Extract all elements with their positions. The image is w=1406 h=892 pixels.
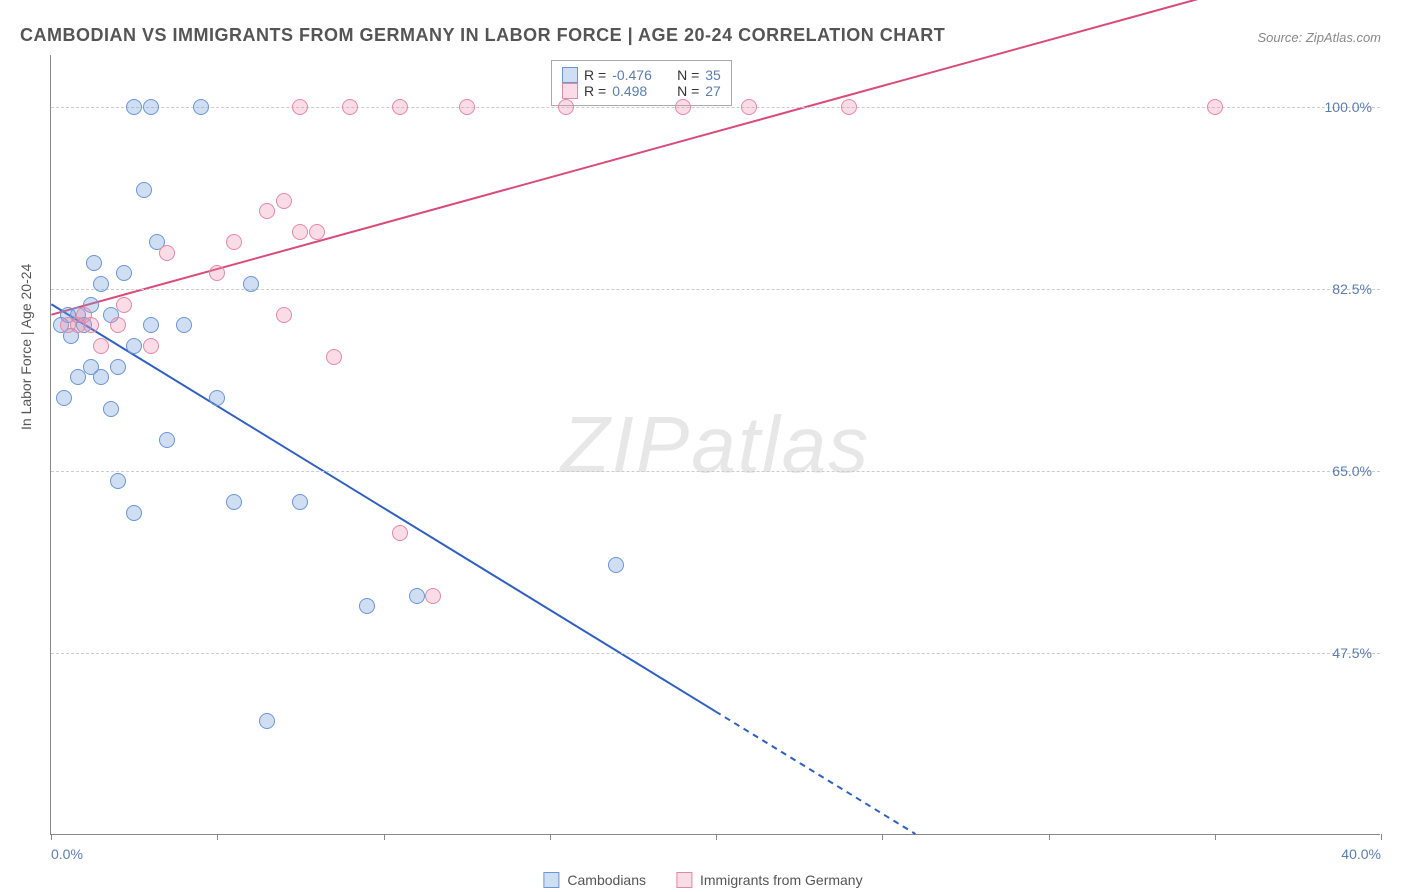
scatter-point: [741, 99, 757, 115]
scatter-point: [209, 265, 225, 281]
scatter-point: [392, 99, 408, 115]
scatter-point: [243, 276, 259, 292]
legend-item: Immigrants from Germany: [676, 872, 863, 888]
gridline-horizontal: [51, 107, 1380, 108]
scatter-point: [259, 713, 275, 729]
chart-container: CAMBODIAN VS IMMIGRANTS FROM GERMANY IN …: [0, 0, 1406, 892]
scatter-point: [70, 369, 86, 385]
x-tick: [384, 834, 385, 840]
scatter-point: [86, 255, 102, 271]
scatter-point: [143, 317, 159, 333]
y-tick-label: 100.0%: [1325, 99, 1372, 115]
trend-line-solid: [51, 304, 715, 711]
scatter-point: [126, 99, 142, 115]
legend-n-label: N =: [673, 83, 699, 99]
x-tick-label: 0.0%: [51, 846, 83, 862]
legend-r-value: 0.498: [612, 83, 667, 99]
scatter-point: [176, 317, 192, 333]
scatter-point: [409, 588, 425, 604]
scatter-point: [292, 224, 308, 240]
scatter-point: [110, 473, 126, 489]
scatter-point: [136, 182, 152, 198]
y-tick-label: 47.5%: [1332, 645, 1372, 661]
scatter-point: [110, 317, 126, 333]
correlation-legend-box: R = -0.476 N = 35 R = 0.498 N = 27: [551, 60, 732, 106]
x-tick: [1381, 834, 1382, 840]
scatter-point: [110, 359, 126, 375]
x-tick: [1049, 834, 1050, 840]
scatter-point: [93, 276, 109, 292]
scatter-point: [359, 598, 375, 614]
gridline-horizontal: [51, 471, 1380, 472]
legend-n-value: 27: [705, 83, 721, 99]
series-legend: Cambodians Immigrants from Germany: [543, 872, 862, 888]
scatter-point: [608, 557, 624, 573]
scatter-point: [342, 99, 358, 115]
legend-swatch: [562, 83, 578, 99]
legend-series-label: Cambodians: [567, 872, 646, 888]
scatter-point: [292, 494, 308, 510]
legend-row: R = -0.476 N = 35: [562, 67, 721, 83]
x-tick-label: 40.0%: [1341, 846, 1381, 862]
scatter-point: [392, 525, 408, 541]
scatter-point: [193, 99, 209, 115]
trend-line-dashed: [716, 711, 916, 834]
legend-item: Cambodians: [543, 872, 646, 888]
scatter-point: [83, 317, 99, 333]
scatter-point: [209, 390, 225, 406]
legend-swatch: [543, 872, 559, 888]
scatter-point: [116, 297, 132, 313]
scatter-point: [159, 245, 175, 261]
legend-n-value: 35: [705, 67, 721, 83]
scatter-point: [226, 494, 242, 510]
x-tick: [716, 834, 717, 840]
scatter-point: [56, 390, 72, 406]
scatter-point: [276, 307, 292, 323]
source-attribution: Source: ZipAtlas.com: [1257, 30, 1381, 45]
trend-line-solid: [51, 0, 1379, 315]
scatter-point: [326, 349, 342, 365]
chart-title: CAMBODIAN VS IMMIGRANTS FROM GERMANY IN …: [20, 25, 945, 46]
scatter-point: [459, 99, 475, 115]
x-tick: [1215, 834, 1216, 840]
gridline-horizontal: [51, 653, 1380, 654]
scatter-point: [226, 234, 242, 250]
x-tick: [217, 834, 218, 840]
legend-series-label: Immigrants from Germany: [700, 872, 863, 888]
scatter-point: [126, 505, 142, 521]
legend-r-label: R =: [584, 83, 606, 99]
legend-r-value: -0.476: [612, 67, 667, 83]
trend-lines-svg: [51, 55, 1380, 834]
scatter-point: [159, 432, 175, 448]
scatter-point: [259, 203, 275, 219]
scatter-point: [116, 265, 132, 281]
scatter-point: [675, 99, 691, 115]
scatter-point: [276, 193, 292, 209]
legend-row: R = 0.498 N = 27: [562, 83, 721, 99]
scatter-point: [309, 224, 325, 240]
scatter-point: [93, 338, 109, 354]
legend-n-label: N =: [673, 67, 699, 83]
scatter-point: [143, 99, 159, 115]
scatter-point: [841, 99, 857, 115]
y-tick-label: 82.5%: [1332, 281, 1372, 297]
x-tick: [550, 834, 551, 840]
scatter-point: [425, 588, 441, 604]
scatter-point: [93, 369, 109, 385]
scatter-point: [126, 338, 142, 354]
legend-swatch: [676, 872, 692, 888]
legend-swatch: [562, 67, 578, 83]
scatter-point: [292, 99, 308, 115]
plot-area: ZIPatlas R =-0.476 N =35R =0.498 N =27 4…: [50, 55, 1380, 835]
scatter-point: [558, 99, 574, 115]
legend-r-label: R =: [584, 67, 606, 83]
y-axis-label: In Labor Force | Age 20-24: [18, 264, 34, 430]
x-tick: [51, 834, 52, 840]
scatter-point: [143, 338, 159, 354]
scatter-point: [1207, 99, 1223, 115]
scatter-point: [103, 401, 119, 417]
x-tick: [882, 834, 883, 840]
y-tick-label: 65.0%: [1332, 463, 1372, 479]
